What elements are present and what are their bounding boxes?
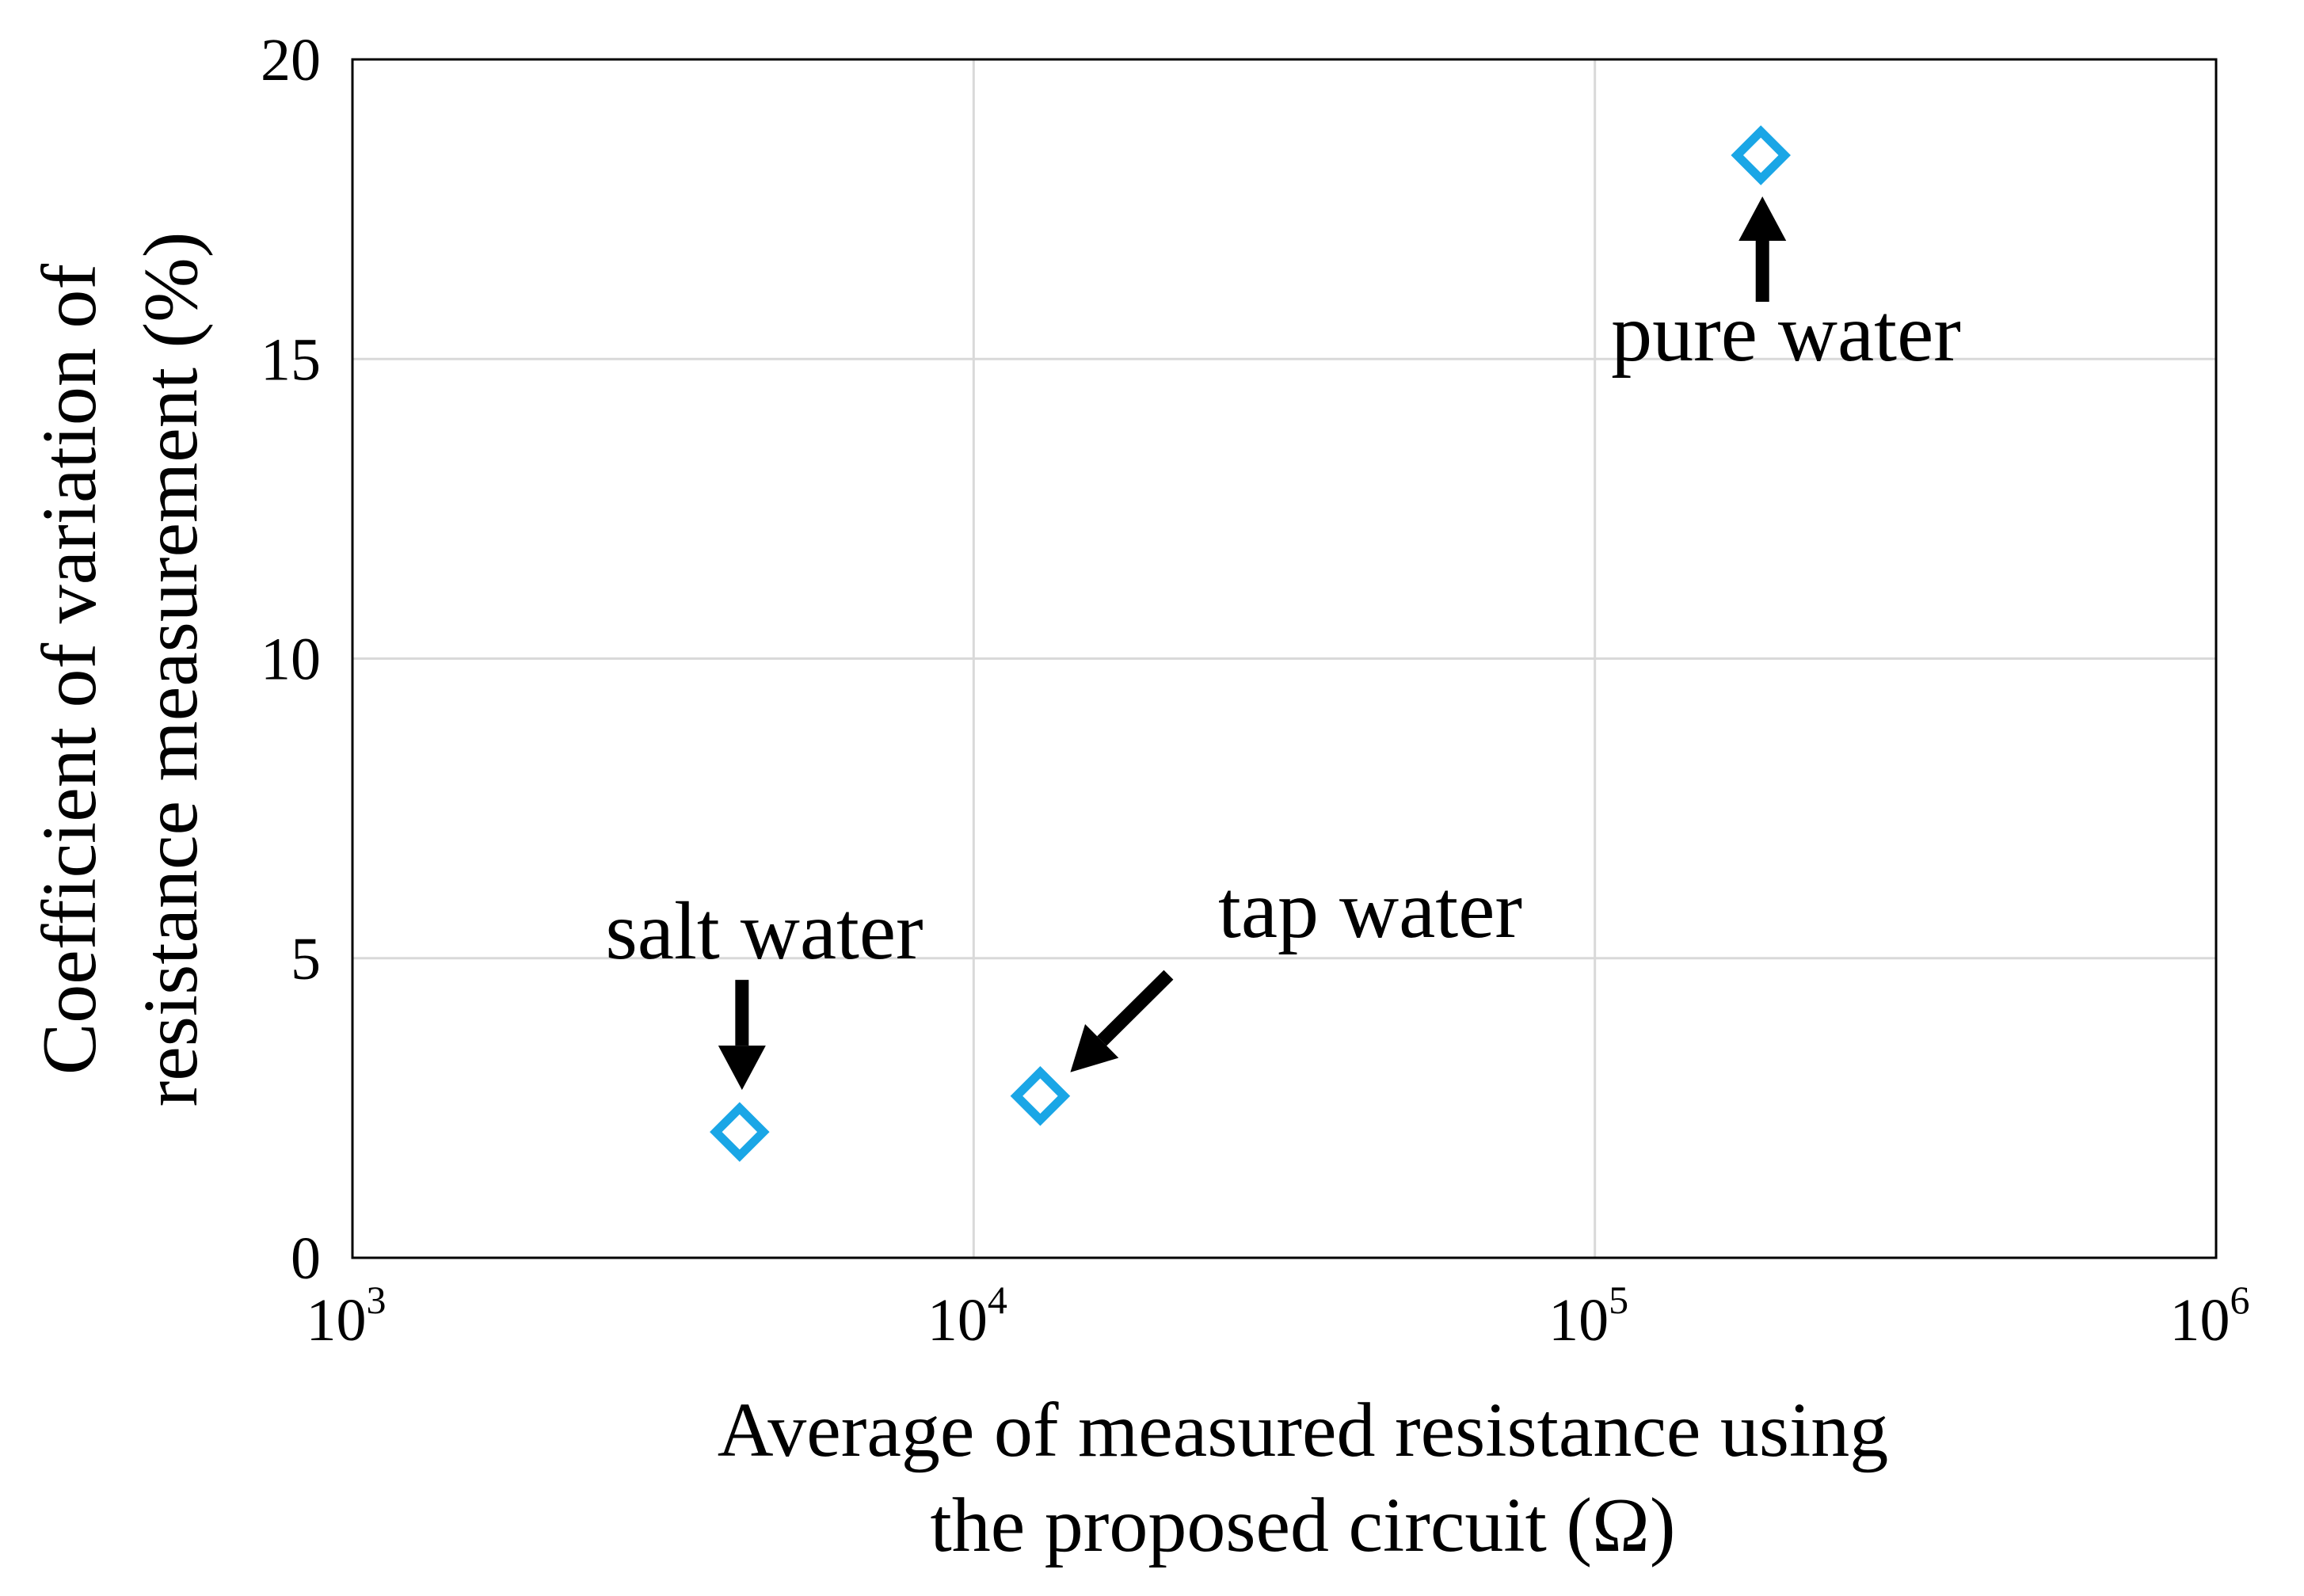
x-tick-base: 10 bbox=[2170, 1287, 2230, 1354]
x-tick-label: 106 bbox=[2170, 1278, 2250, 1354]
y-tick-label: 5 bbox=[291, 926, 321, 992]
annotation-tap-water: tap water bbox=[1218, 864, 1522, 955]
x-axis-title-line-2: the proposed circuit (Ω) bbox=[931, 1483, 1676, 1568]
x-tick-exponent: 3 bbox=[367, 1278, 387, 1322]
arrow-tap-water bbox=[1070, 969, 1174, 1072]
arrow-head bbox=[718, 1046, 766, 1091]
x-tick-base: 10 bbox=[307, 1287, 367, 1354]
annotation-pure-water: pure water bbox=[1611, 288, 1961, 379]
arrow-head bbox=[1070, 1024, 1119, 1072]
arrow-head bbox=[1738, 196, 1787, 242]
arrow-salt-water bbox=[718, 980, 766, 1091]
annotation-salt-water: salt water bbox=[605, 886, 923, 977]
y-tick-label: 15 bbox=[261, 326, 321, 393]
arrow-pure-water bbox=[1738, 196, 1787, 303]
y-tick-label: 20 bbox=[261, 27, 321, 93]
x-tick-exponent: 6 bbox=[2230, 1278, 2250, 1322]
x-tick-label: 105 bbox=[1548, 1278, 1628, 1354]
x-tick-label: 103 bbox=[307, 1278, 387, 1354]
x-tick-base: 10 bbox=[927, 1287, 988, 1354]
x-tick-label: 104 bbox=[927, 1278, 1007, 1354]
x-axis-title-line-1: Average of measured resistance using bbox=[718, 1388, 1888, 1473]
y-axis-title-line-2: resistance measurement (%) bbox=[128, 232, 214, 1107]
y-axis-title-line-1: Coefficient of variation of bbox=[27, 264, 112, 1075]
data-point-pure-water bbox=[1731, 125, 1791, 185]
x-tick-exponent: 5 bbox=[1609, 1278, 1628, 1322]
grid-lines bbox=[352, 59, 2216, 1258]
y-tick-label: 0 bbox=[291, 1225, 321, 1292]
data-point-tap-water bbox=[1010, 1065, 1071, 1126]
data-point-salt-water bbox=[710, 1102, 770, 1162]
plot-frame bbox=[351, 58, 2218, 1259]
x-tick-base: 10 bbox=[1548, 1287, 1609, 1354]
arrow-shaft bbox=[1097, 969, 1174, 1046]
y-tick-label: 10 bbox=[261, 627, 321, 693]
x-tick-exponent: 4 bbox=[988, 1278, 1007, 1322]
